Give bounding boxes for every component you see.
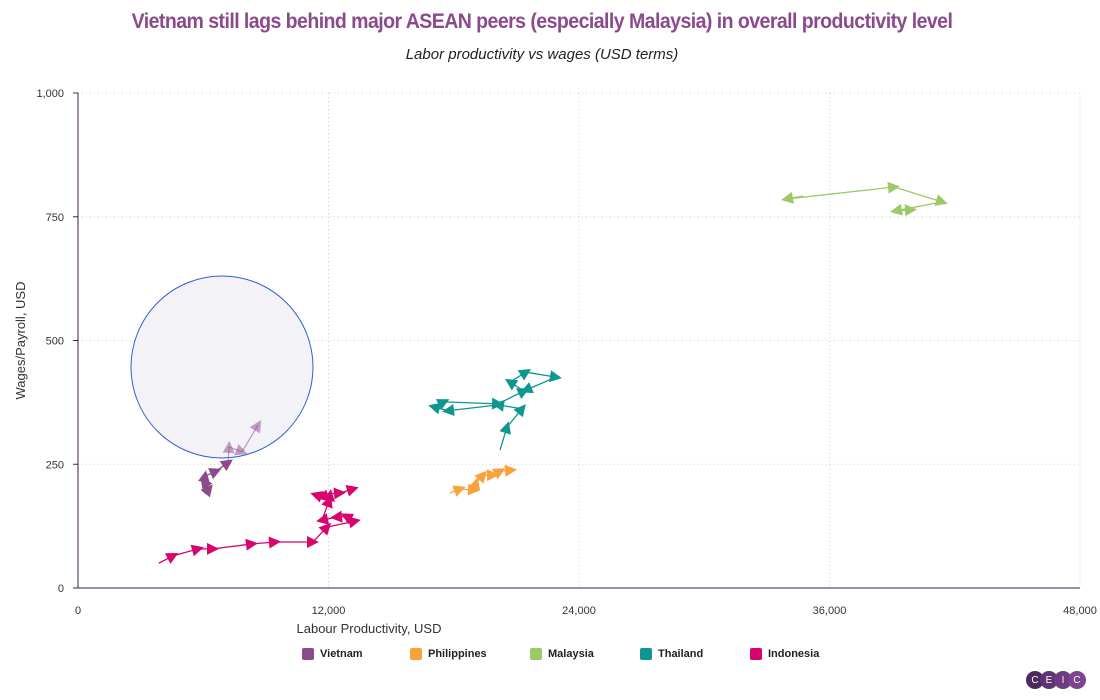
legend-swatch [302, 648, 314, 660]
data-point-arrow [781, 191, 794, 204]
data-point-arrow [491, 397, 505, 410]
legend-swatch [640, 648, 652, 660]
data-point-arrow [345, 485, 359, 497]
legend-label: Malaysia [548, 648, 594, 660]
data-point-arrow [219, 459, 233, 472]
data-point-arrow [200, 484, 213, 498]
y-tick-label: 500 [46, 336, 64, 348]
data-point-arrow [333, 487, 346, 500]
legend-swatch [750, 648, 762, 660]
data-point-arrow [468, 477, 481, 491]
data-point-arrow [474, 470, 487, 484]
series-segment [895, 201, 943, 212]
x-tick-label: 12,000 [312, 605, 346, 617]
data-point-arrow [190, 544, 204, 557]
legend: Vietnam Philippines Malaysia Thailand Indone… [0, 648, 1100, 664]
data-point-arrow [887, 181, 900, 194]
data-point-arrow [330, 510, 343, 523]
series-vietnam [198, 419, 262, 498]
series-segment [212, 543, 253, 550]
data-point-arrow [504, 464, 517, 477]
series-malaysia [781, 181, 948, 217]
data-point-arrow [249, 419, 262, 434]
data-point-arrow [268, 536, 281, 549]
legend-item-indonesia[interactable]: Indonesia [750, 648, 819, 660]
legend-label: Philippines [428, 648, 487, 660]
data-point-arrow [442, 404, 455, 417]
series-thailand [428, 369, 562, 451]
data-point-arrow [520, 382, 534, 394]
data-point-arrow [904, 204, 917, 217]
data-point-arrow [198, 470, 210, 484]
series-segment [893, 186, 943, 203]
y-tick-label: 1,000 [36, 88, 64, 100]
y-axis-label: Wages/Payroll, USD [13, 282, 28, 400]
series-philippines [449, 464, 517, 497]
data-point-arrow [208, 468, 222, 480]
x-tick-label: 0 [75, 605, 81, 617]
y-tick-label: 0 [58, 583, 64, 595]
x-tick-label: 24,000 [562, 605, 596, 617]
chart-subtitle: Labor productivity vs wages (USD terms) [405, 46, 679, 63]
data-point-arrow [245, 538, 258, 551]
legend-swatch [410, 648, 422, 660]
y-tick-label: 750 [46, 212, 64, 224]
data-point-arrow [428, 402, 442, 415]
series-segment [443, 401, 499, 405]
series-segment [786, 186, 895, 200]
x-tick-label: 36,000 [813, 605, 847, 617]
legend-swatch [530, 648, 542, 660]
legend-item-thailand[interactable]: Thailand [640, 648, 703, 660]
legend-label: Thailand [658, 648, 704, 660]
series-segment [447, 404, 499, 412]
data-point-arrow [234, 444, 248, 456]
series-indonesia [158, 485, 361, 564]
x-axis-label: Labour Productivity, USD [297, 621, 442, 636]
legend-label: Vietnam [320, 648, 363, 660]
legend-item-philippines[interactable]: Philippines [410, 648, 487, 660]
y-tick-label: 250 [46, 459, 64, 471]
legend-label: Indonesia [768, 648, 820, 660]
data-point-arrow [513, 404, 526, 418]
data-point-arrow [318, 522, 332, 536]
legend-item-malaysia[interactable]: Malaysia [530, 648, 594, 660]
data-point-arrow [452, 485, 466, 497]
chart-title: Vietnam still lags behind major ASEAN pe… [131, 10, 953, 33]
data-point-arrow [222, 440, 235, 454]
data-point-arrow [890, 203, 904, 216]
x-tick-label: 48,000 [1063, 605, 1097, 617]
legend-item-vietnam[interactable]: Vietnam [302, 648, 363, 660]
highlight-circle [130, 275, 314, 459]
data-point-arrow [499, 421, 511, 435]
data-point-arrow [504, 378, 519, 391]
